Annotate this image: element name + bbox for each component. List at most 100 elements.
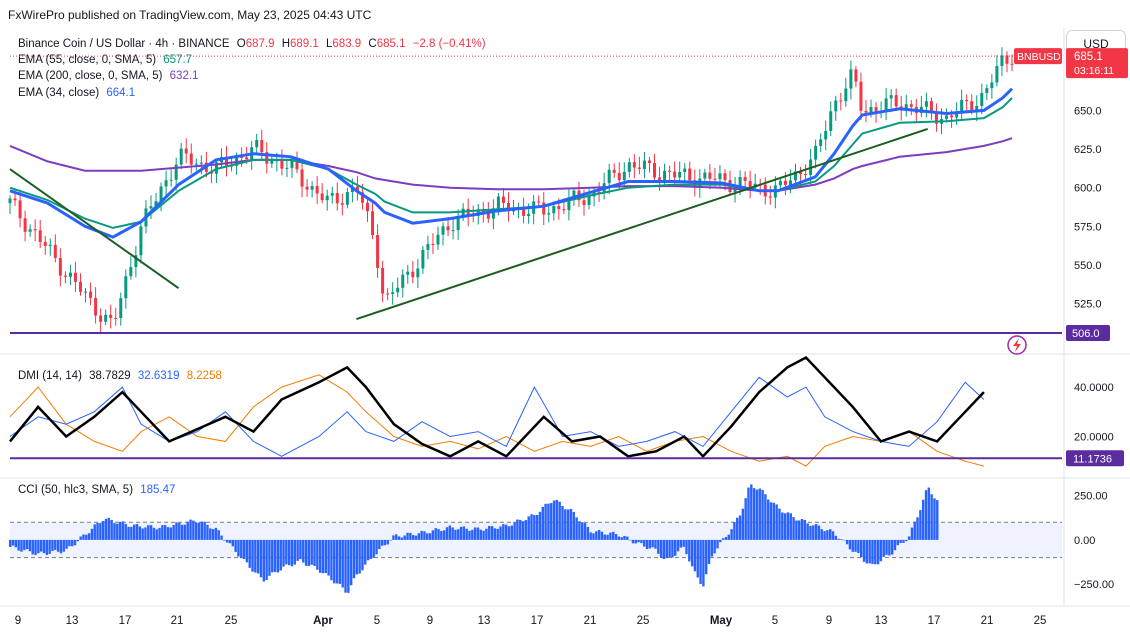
- ema200-line: [9, 137, 1013, 192]
- cci-bar: [628, 539, 632, 541]
- cci-bar: [896, 539, 900, 546]
- cci-bar: [552, 500, 556, 540]
- time-tick-label: 5: [772, 615, 778, 627]
- candle-body: [446, 226, 450, 231]
- cci-bar: [778, 508, 781, 540]
- cci-bar: [476, 527, 480, 540]
- ema200-legend[interactable]: EMA (200, close, 0, SMA, 5) 632.1: [18, 68, 202, 84]
- ohlc-open: O687.9: [236, 38, 275, 50]
- cci-bar: [285, 539, 288, 565]
- price-tick-label: 650.0: [1074, 105, 1102, 117]
- cci-bar: [555, 499, 559, 540]
- cci-bar: [919, 510, 922, 540]
- candle-body: [104, 314, 108, 322]
- candle-body: [950, 115, 954, 118]
- cci-bar: [781, 512, 784, 540]
- candle-body: [486, 212, 490, 219]
- cci-bar: [330, 539, 333, 581]
- cci-bar: [631, 539, 635, 544]
- cci-bar: [688, 539, 691, 562]
- candle-body: [441, 226, 445, 235]
- candle-body: [58, 257, 62, 276]
- cci-bar: [426, 533, 429, 540]
- cci-bar: [643, 539, 646, 547]
- time-tick-label: 13: [875, 615, 888, 627]
- time-tick-label: 25: [637, 615, 650, 627]
- candle-body: [683, 168, 687, 172]
- cci-bar: [361, 539, 364, 571]
- cci-bar: [431, 530, 435, 540]
- cci-bar: [93, 524, 96, 540]
- cci-bar: [752, 488, 756, 540]
- cci-bar: [147, 525, 150, 540]
- cci-bar: [876, 539, 880, 565]
- cci-bar: [851, 539, 854, 552]
- level-tag-bg: [1066, 324, 1110, 341]
- cci-bar: [798, 520, 801, 540]
- candle-body: [985, 88, 989, 94]
- cci-bar: [865, 539, 869, 564]
- candle-body: [381, 267, 385, 294]
- candle-body: [527, 213, 531, 216]
- cci-bar: [814, 524, 818, 540]
- cci-bar: [885, 539, 888, 555]
- candle-body: [658, 177, 662, 180]
- cci-bar: [488, 526, 491, 540]
- candle-body: [501, 196, 505, 203]
- candle-body: [184, 148, 188, 154]
- candle-body: [1000, 55, 1004, 67]
- ema55-legend[interactable]: EMA (55, close, 0, SMA, 5) 657.7: [18, 52, 196, 68]
- cci-bar: [20, 539, 23, 552]
- cci-bar: [324, 539, 328, 574]
- candle-body: [793, 171, 797, 181]
- cci-bar: [211, 529, 215, 540]
- candle-body: [38, 230, 42, 242]
- cci-bar: [854, 539, 857, 552]
- cci-bar: [837, 538, 840, 540]
- cci-bar: [400, 537, 404, 540]
- candle-body: [814, 145, 818, 160]
- candle-body: [340, 203, 344, 205]
- cci-bar: [473, 527, 477, 540]
- cci-bar: [14, 539, 18, 548]
- cci-bar: [442, 530, 446, 540]
- dmi-minus-di-line: [9, 374, 985, 467]
- symbol-title[interactable]: Binance Coin / US Dollar · 4h · BINANCE: [18, 38, 230, 50]
- candle-body: [8, 198, 12, 204]
- time-tick-label: 25: [225, 615, 238, 627]
- cci-bar: [276, 539, 280, 573]
- cci-bar: [352, 539, 356, 579]
- ema34-legend[interactable]: EMA (34, close) 664.1: [18, 85, 139, 101]
- cci-bar: [448, 525, 451, 540]
- cci-bar: [155, 529, 158, 540]
- main-legend[interactable]: Binance Coin / US Dollar · 4h · BINANCE …: [18, 36, 490, 52]
- cci-bar: [256, 539, 260, 574]
- cci-bar: [513, 522, 516, 540]
- cci-bar: [254, 539, 257, 573]
- cci-bar: [248, 539, 251, 568]
- cci-bar: [225, 539, 229, 543]
- cci-bar: [868, 539, 871, 564]
- ema55-value: 657.7: [163, 54, 193, 66]
- candle-body: [587, 196, 591, 205]
- cci-bar: [479, 529, 482, 540]
- dmi-minus-di-value: 8.2258: [186, 370, 222, 382]
- cci-bar: [200, 521, 204, 540]
- cci-bar: [347, 539, 350, 593]
- dmi-legend[interactable]: DMI (14, 14) 38.7829 32.6319 8.2258: [18, 368, 226, 384]
- cci-bar: [899, 539, 902, 543]
- candle-body: [869, 107, 873, 113]
- cci-bar: [843, 539, 846, 541]
- cci-bar: [414, 535, 418, 540]
- cci-bar: [916, 517, 919, 540]
- cci-legend[interactable]: CCI (50, hlc3, SMA, 5) 185.47: [18, 482, 179, 498]
- candle-body: [557, 206, 561, 210]
- cci-bar: [702, 539, 705, 587]
- ema34-label: EMA (34, close): [18, 87, 100, 99]
- cci-bar: [386, 539, 389, 545]
- cci-bar: [806, 523, 809, 540]
- candle-body: [783, 180, 787, 185]
- candle-body: [945, 115, 949, 120]
- cci-bar: [927, 487, 931, 540]
